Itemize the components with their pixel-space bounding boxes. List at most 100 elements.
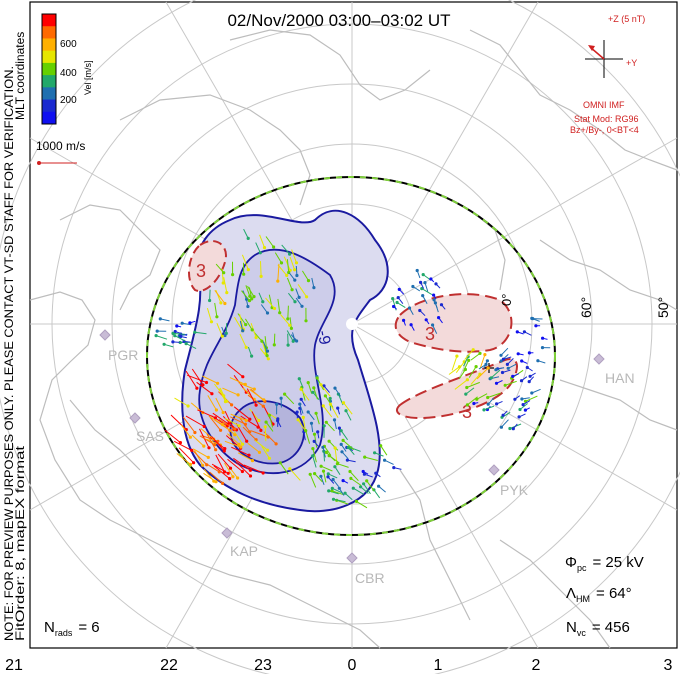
velocity-vector — [398, 289, 405, 295]
velocity-vector — [209, 416, 223, 426]
velocity-vector — [487, 397, 495, 405]
velocity-vector — [312, 448, 317, 463]
velocity-vector — [454, 379, 468, 390]
velocity-vector — [353, 487, 364, 495]
imf-by-label: +Y — [626, 58, 637, 68]
velocity-vector — [221, 326, 226, 336]
velocity-vector — [419, 310, 426, 317]
velocity-vector — [374, 452, 384, 457]
velocity-vector — [289, 317, 292, 329]
velocity-vector — [238, 416, 251, 433]
velocity-vector — [213, 465, 230, 479]
mlt-tick-21: 21 — [5, 657, 23, 674]
velocity-vector — [334, 419, 337, 430]
velocity-vector — [265, 236, 275, 248]
velocity-vector — [239, 313, 244, 330]
velocity-vector — [512, 373, 520, 377]
velocity-vector — [519, 403, 528, 410]
velocity-vector — [323, 446, 332, 456]
reference-vector — [37, 161, 77, 165]
velocity-vector — [299, 408, 302, 416]
velocity-vector — [214, 289, 226, 304]
colorbar-swatch — [42, 75, 56, 88]
velocity-vector — [500, 347, 509, 356]
colorbar-label: Vel [m/s] — [83, 60, 93, 95]
velocity-vector — [170, 414, 187, 430]
velocity-vector — [421, 288, 433, 296]
velocity-vector — [194, 450, 204, 466]
velocity-vector — [295, 297, 303, 307]
positive-cell-label-1: 3 — [196, 261, 206, 281]
imf-bz-label: +Z (5 nT) — [608, 14, 645, 24]
velocity-vector — [409, 307, 414, 316]
velocity-vector — [503, 356, 512, 360]
velocity-vector — [349, 471, 359, 482]
velocity-vector — [529, 372, 536, 377]
velocity-vector — [507, 363, 517, 369]
velocity-vector — [322, 447, 326, 458]
velocity-vector — [160, 318, 170, 322]
velocity-vector — [315, 413, 320, 425]
velocity-vector — [237, 452, 253, 462]
velocity-vector — [248, 287, 253, 299]
preview-note: NOTE: FOR PREVIEW PURPOSES ONLY. PLEASE … — [2, 66, 16, 641]
velocity-vector — [325, 421, 335, 432]
lambda-hm-stat: ΛHM = 64° — [566, 585, 632, 604]
colorbar-swatch — [42, 38, 56, 52]
velocity-vector — [420, 282, 425, 289]
velocity-vector — [528, 376, 535, 382]
velocity-vector — [258, 292, 264, 302]
velocity-vector — [233, 457, 251, 471]
velocity-vector — [246, 388, 257, 406]
velocity-vector — [380, 445, 388, 456]
velocity-vector — [448, 366, 460, 375]
velocity-vector — [239, 320, 244, 331]
velocity-vector — [176, 453, 191, 465]
velocity-vector — [264, 426, 267, 442]
station-label-pyk: PYK — [500, 482, 529, 498]
velocity-vector — [243, 464, 264, 474]
colorbar-frame — [41, 13, 57, 125]
velocity-vector — [180, 424, 191, 438]
velocity-vector — [373, 489, 381, 499]
negative-cell-label: -9 — [314, 329, 333, 346]
velocity-vector-origin — [178, 340, 182, 345]
velocity-vector — [334, 447, 338, 463]
velocity-vector — [473, 402, 479, 404]
positive-cell-label-3: 3 — [462, 402, 472, 422]
velocity-vector — [283, 256, 291, 271]
station-label-pgr: PGR — [108, 347, 138, 363]
velocity-vector — [340, 430, 349, 441]
velocity-vector — [334, 466, 341, 475]
velocity-vector — [206, 433, 217, 450]
velocity-vector — [284, 393, 295, 405]
map-title: 02/Nov/2000 03:00–03:02 UT — [227, 11, 450, 30]
velocity-vector — [517, 331, 524, 335]
velocity-vector — [323, 470, 327, 483]
velocity-vector — [287, 305, 289, 319]
velocity-vector — [241, 254, 249, 270]
velocity-vector — [178, 447, 194, 464]
velocity-vector — [247, 346, 253, 357]
phi-pc-stat: Φpc = 25 kV — [565, 554, 644, 573]
velocity-vector — [313, 441, 319, 447]
velocity-vector — [197, 409, 216, 419]
velocity-vector — [227, 363, 244, 378]
velocity-vector — [180, 336, 187, 339]
velocity-vector — [338, 488, 345, 496]
velocity-vector — [525, 395, 538, 402]
velocity-vector — [185, 415, 205, 427]
velocity-vector — [393, 306, 397, 310]
velocity-vector — [288, 292, 296, 303]
velocity-vector — [243, 228, 249, 239]
velocity-vector — [307, 411, 315, 421]
velocity-vector — [155, 335, 168, 340]
velocity-vector — [502, 410, 508, 416]
velocity-vector — [206, 307, 212, 322]
velocity-vector — [531, 388, 541, 394]
velocity-vector — [298, 378, 304, 388]
velocity-vector — [313, 387, 318, 400]
n-vc-stat: Nvc = 456 — [566, 619, 630, 638]
velocity-vector — [185, 370, 198, 389]
velocity-vector — [323, 385, 330, 393]
